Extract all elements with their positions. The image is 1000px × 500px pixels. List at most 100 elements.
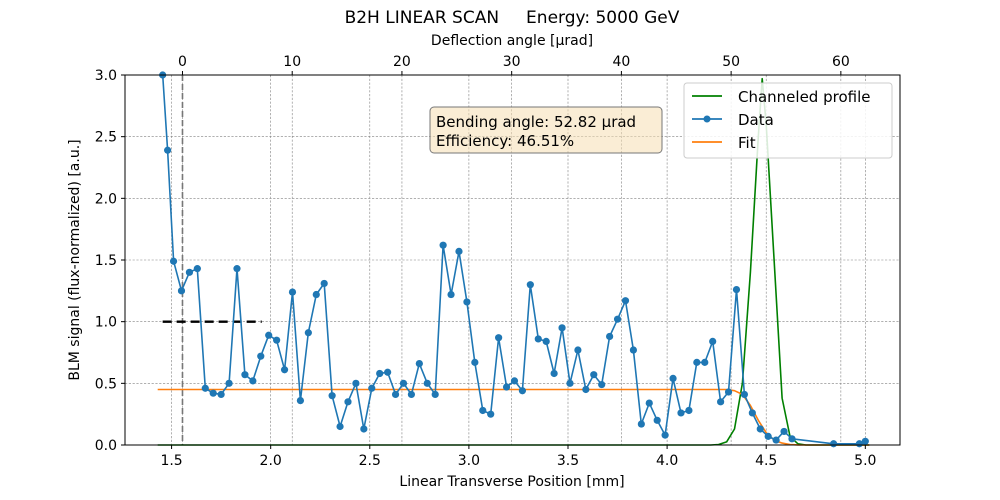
x-tick-label: 1.5: [160, 453, 182, 469]
x-tick-label: 5.0: [854, 453, 876, 469]
data-point: [463, 298, 471, 306]
data-point: [225, 379, 233, 387]
data-point: [661, 431, 669, 439]
data-point: [518, 387, 527, 395]
data-point: [439, 241, 447, 249]
x-tick-label: 2.5: [359, 453, 381, 469]
data-point: [487, 410, 495, 418]
x-tick-label: 3.0: [458, 453, 480, 469]
data-point: [479, 406, 487, 415]
data-point: [558, 324, 566, 332]
data-point: [376, 369, 384, 378]
x-tick-label: 4.5: [755, 453, 777, 469]
data-point: [249, 377, 257, 385]
y-tick-label: 1.5: [95, 253, 117, 269]
data-point: [384, 368, 392, 376]
data-point: [606, 332, 614, 341]
data-point: [217, 390, 225, 399]
x-tick-label: 3.5: [557, 453, 579, 469]
legend: Channeled profile Data Fit: [683, 82, 893, 159]
data-point: [829, 440, 838, 448]
data-point: [164, 146, 172, 154]
data-point: [312, 290, 320, 299]
data-point: [637, 420, 645, 428]
data-point: [407, 390, 416, 399]
data-point: [685, 406, 693, 415]
data-point: [265, 331, 273, 339]
data-point: [201, 384, 209, 392]
data-point: [709, 337, 717, 345]
data-point: [391, 390, 400, 399]
data-point: [693, 358, 701, 366]
data-point: [320, 279, 328, 288]
data-point: [855, 440, 863, 448]
legend-frame: [683, 82, 893, 159]
data-point: [621, 297, 630, 305]
legend-label-data: Data: [738, 111, 774, 129]
data-point: [717, 398, 725, 406]
annotation-line-1: Bending angle: 52.82 μrad: [436, 113, 636, 131]
data-point: [352, 379, 360, 387]
data-point: [653, 416, 661, 424]
data-point: [280, 366, 289, 374]
data-point: [423, 379, 431, 387]
data-point: [328, 392, 336, 400]
data-point: [764, 432, 772, 440]
data-point: [447, 290, 455, 299]
data-point: [304, 329, 312, 337]
data-point: [296, 397, 305, 405]
data-point: [526, 281, 534, 289]
data-point: [257, 352, 265, 360]
data-point: [233, 265, 241, 273]
series-line-fit: [157, 388, 870, 446]
y-tick-label: 3.0: [95, 68, 117, 84]
y-tick-label: 0.5: [95, 376, 117, 392]
legend-label-channeled: Channeled profile: [738, 88, 870, 106]
data-point: [748, 409, 756, 417]
data-point: [193, 265, 201, 273]
data-point: [510, 377, 519, 385]
data-point: [495, 334, 503, 342]
data-point: [598, 380, 606, 389]
data-point: [590, 371, 598, 379]
data-point: [360, 425, 368, 433]
top-x-tick-label: 0: [178, 54, 187, 70]
top-x-tick-label: 40: [612, 54, 630, 70]
data-point: [772, 436, 780, 444]
data-point: [534, 335, 542, 343]
y-tick-label: 0.0: [95, 438, 117, 454]
data-point: [724, 388, 733, 396]
data-point: [788, 435, 796, 443]
data-point: [399, 379, 408, 387]
y-tick-label: 1.0: [95, 315, 117, 331]
data-point: [185, 268, 194, 276]
data-point: [415, 360, 423, 368]
top-axis-title: Deflection angle [μrad]: [431, 33, 593, 49]
data-point: [645, 399, 653, 407]
data-point: [542, 337, 550, 345]
top-x-tick-label: 60: [832, 54, 850, 70]
top-x-tick-label: 50: [722, 54, 740, 70]
data-point: [273, 336, 281, 344]
x-tick-label: 4.0: [656, 453, 678, 469]
data-point: [574, 346, 582, 354]
legend-marker-data: [703, 115, 711, 123]
y-tick-label: 2.0: [95, 191, 117, 207]
annotation-line-2: Efficiency: 46.51%: [436, 132, 574, 150]
data-point: [582, 385, 590, 394]
data-point: [169, 257, 178, 265]
y-tick-label: 2.5: [95, 130, 117, 146]
data-point: [368, 384, 376, 392]
data-point: [629, 346, 638, 354]
series-line-data: [161, 74, 866, 445]
annotation-box: Bending angle: 52.82 μrad Efficiency: 46…: [429, 106, 663, 154]
data-point: [177, 287, 186, 295]
ticks: 1.5 2.0 2.5 3.0 3.5 4.0 4.5 5.0 0.0 0.5 1.0 1.5 2.0 2…: [95, 54, 877, 469]
data-point: [455, 247, 463, 255]
data-point: [502, 383, 511, 391]
data-point: [288, 288, 297, 296]
data-point: [740, 390, 749, 399]
data-point: [336, 422, 344, 431]
data-point: [780, 427, 788, 436]
